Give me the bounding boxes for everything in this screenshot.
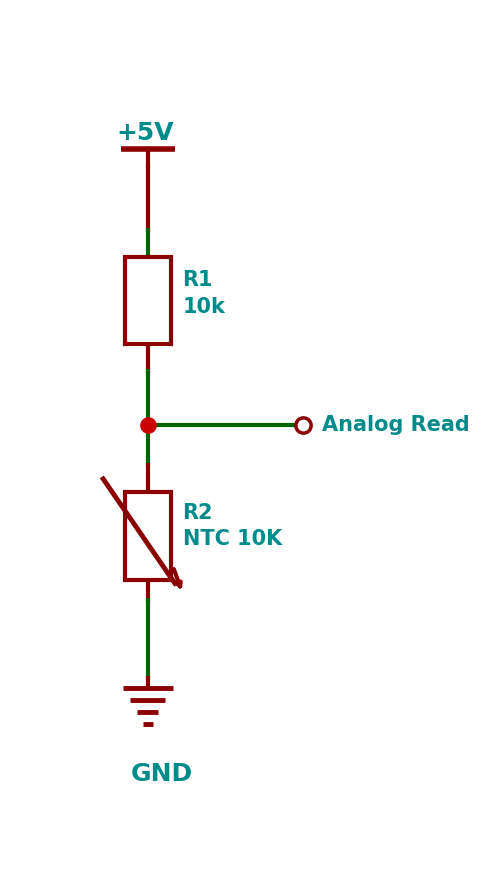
Text: R1
10k: R1 10k [182, 270, 226, 317]
Bar [124, 256, 171, 344]
Text: +5V: +5V [117, 122, 174, 145]
Bar [124, 493, 171, 580]
Text: Analog Read: Analog Read [322, 415, 470, 435]
Text: R2
NTC 10K: R2 NTC 10K [182, 503, 282, 550]
Text: GND: GND [130, 762, 192, 786]
